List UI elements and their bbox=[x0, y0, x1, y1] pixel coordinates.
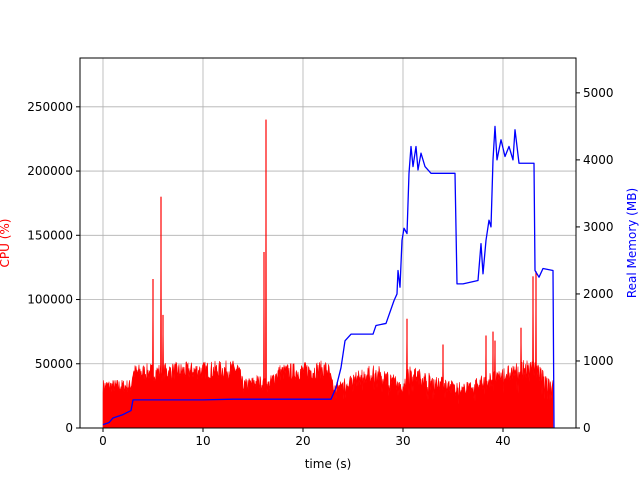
y-axis-right: 0 1000 2000 3000 4000 5000 bbox=[576, 86, 614, 435]
grid bbox=[80, 58, 576, 429]
y-right-tick-label: 3000 bbox=[583, 220, 614, 234]
x-tick-label: 0 bbox=[99, 434, 107, 448]
y-axis-left: 0 50000 100000 150000 200000 250000 bbox=[27, 100, 80, 435]
y-left-tick-label: 0 bbox=[65, 421, 73, 435]
plot-frame bbox=[79, 57, 577, 429]
x-tick-label: 30 bbox=[395, 434, 410, 448]
y-right-tick-label: 2000 bbox=[583, 287, 614, 301]
y-axis-right-title: Real Memory (MB) bbox=[625, 188, 639, 298]
y-left-tick-label: 250000 bbox=[27, 100, 73, 114]
x-axis: 0 10 20 30 40 bbox=[99, 428, 511, 448]
cpu-series bbox=[102, 119, 554, 429]
y-left-tick-label: 50000 bbox=[35, 357, 73, 371]
y-left-tick-label: 200000 bbox=[27, 164, 73, 178]
y-left-tick-label: 150000 bbox=[27, 228, 73, 242]
y-axis-left-title: CPU (%) bbox=[0, 219, 12, 268]
x-tick-label: 20 bbox=[295, 434, 310, 448]
cpu-area bbox=[102, 119, 554, 429]
x-axis-title: time (s) bbox=[305, 457, 352, 471]
memory-series bbox=[102, 125, 555, 429]
y-right-tick-label: 4000 bbox=[583, 153, 614, 167]
y-right-tick-label: 1000 bbox=[583, 354, 614, 368]
y-left-tick-label: 100000 bbox=[27, 293, 73, 307]
y-right-tick-label: 0 bbox=[583, 421, 591, 435]
x-tick-label: 10 bbox=[195, 434, 210, 448]
x-tick-label: 40 bbox=[495, 434, 510, 448]
memory-line bbox=[102, 125, 555, 429]
y-right-tick-label: 5000 bbox=[583, 86, 614, 100]
